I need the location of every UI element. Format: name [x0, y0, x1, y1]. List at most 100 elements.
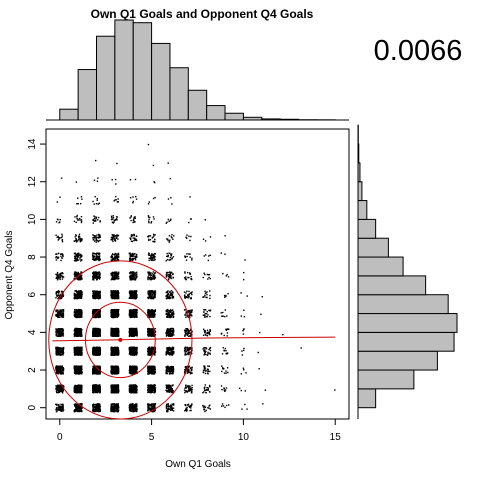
data-point [92, 368, 95, 370]
data-point [154, 349, 156, 352]
data-point [58, 354, 60, 356]
data-point [76, 409, 79, 411]
data-point [170, 390, 172, 393]
data-point [221, 353, 224, 355]
data-point [184, 351, 186, 353]
data-point [147, 368, 150, 370]
data-point [129, 369, 132, 371]
data-point [148, 389, 151, 392]
data-point [152, 352, 155, 354]
data-point [114, 404, 116, 406]
data-point [190, 405, 192, 407]
data-point [60, 350, 63, 352]
x-histogram-bar [242, 116, 263, 121]
data-point [167, 389, 170, 391]
data-point [152, 349, 154, 351]
data-point [76, 367, 78, 369]
data-point [61, 370, 63, 372]
data-point [129, 403, 132, 406]
data-point [114, 348, 116, 350]
data-point [148, 367, 150, 369]
data-point [116, 406, 118, 408]
data-point [92, 372, 95, 374]
data-point [171, 348, 173, 351]
data-point [55, 348, 57, 350]
data-point [168, 387, 170, 389]
data-point [93, 403, 96, 406]
data-point [112, 368, 115, 370]
data-point [92, 366, 95, 369]
data-point [112, 384, 115, 386]
data-point [111, 366, 114, 369]
data-point [57, 373, 59, 375]
data-point [151, 410, 153, 413]
data-point [93, 352, 95, 354]
data-point [202, 406, 205, 408]
data-point [79, 409, 81, 412]
data-point [115, 370, 117, 372]
data-point [80, 365, 82, 367]
data-point [79, 387, 81, 389]
data-point [76, 353, 78, 356]
data-point [152, 388, 154, 391]
data-point [240, 389, 243, 392]
data-point [113, 371, 115, 373]
data-point [148, 386, 150, 388]
data-point [223, 389, 226, 392]
data-point [205, 353, 207, 356]
data-point [115, 347, 117, 350]
data-point [130, 352, 132, 355]
data-point [168, 391, 170, 393]
data-point [165, 404, 168, 407]
data-point [74, 368, 76, 370]
data-point [148, 384, 151, 387]
data-point [203, 347, 205, 349]
data-point [149, 352, 151, 354]
data-point [183, 389, 186, 391]
data-point [78, 409, 80, 412]
data-point [168, 347, 171, 349]
data-point [74, 385, 76, 387]
data-point [60, 387, 62, 389]
data-point [112, 405, 114, 408]
data-point [59, 390, 61, 392]
data-point [147, 389, 149, 392]
data-point [154, 370, 156, 373]
data-point [95, 387, 97, 389]
data-point [110, 369, 113, 372]
data-point [99, 350, 101, 352]
data-point [110, 347, 112, 350]
data-point [135, 349, 138, 352]
data-point [58, 388, 60, 390]
data-point [92, 371, 94, 373]
data-point [167, 384, 169, 386]
data-point [75, 391, 77, 393]
data-point [241, 408, 243, 410]
data-point [190, 348, 192, 350]
scatter-points [55, 143, 336, 413]
data-point [208, 348, 210, 351]
data-point [113, 404, 115, 406]
data-point [114, 366, 117, 368]
data-point [132, 391, 134, 394]
data-point [111, 372, 113, 375]
data-point [98, 350, 100, 353]
data-point [58, 386, 61, 389]
data-point [186, 366, 188, 369]
data-point [172, 348, 175, 350]
data-point [73, 385, 76, 388]
data-point [117, 403, 119, 406]
data-point [153, 386, 155, 389]
data-point [190, 392, 193, 394]
data-point [77, 348, 79, 350]
data-point [202, 404, 204, 407]
data-point [206, 372, 209, 374]
data-point [133, 408, 136, 410]
data-point [171, 365, 173, 368]
data-point [76, 407, 79, 409]
data-point [129, 371, 131, 373]
data-point [167, 408, 169, 411]
data-point [55, 366, 57, 368]
data-point [113, 350, 115, 352]
